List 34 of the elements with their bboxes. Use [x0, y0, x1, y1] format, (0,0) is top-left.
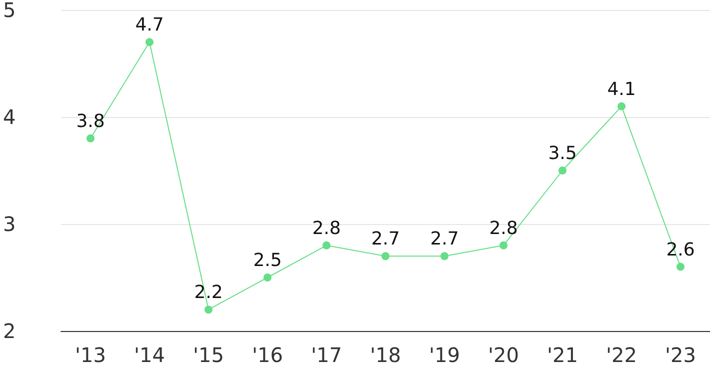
point	[146, 38, 154, 46]
data-label: 2.8	[312, 218, 341, 239]
point	[440, 252, 448, 260]
data-label: 2.5	[253, 250, 282, 271]
y-tick-label: 4	[3, 105, 16, 129]
x-tick-label: '20	[488, 343, 519, 367]
x-tick-label: '21	[547, 343, 578, 367]
y-tick-label: 3	[3, 212, 16, 236]
data-label: 4.1	[607, 78, 636, 100]
x-tick-label: '18	[370, 343, 401, 367]
data-label: 2.8	[489, 218, 518, 239]
x-tick-label: '13	[75, 343, 106, 367]
point	[618, 102, 626, 110]
point	[204, 306, 212, 314]
x-tick-label: '16	[252, 343, 283, 367]
point	[86, 134, 94, 142]
point	[382, 252, 390, 260]
data-label: 4.7	[135, 14, 164, 36]
x-tick-label: '15	[193, 343, 224, 367]
point	[322, 241, 330, 250]
x-tick-label: '23	[665, 343, 696, 367]
y-tick-label: 5	[3, 0, 16, 22]
point	[264, 274, 272, 282]
point	[558, 166, 566, 174]
point	[500, 241, 508, 250]
data-label: 2.7	[430, 228, 459, 250]
x-tick-label: '22	[606, 343, 637, 367]
data-label: 3.5	[548, 143, 577, 164]
x-tick-label: '17	[311, 343, 342, 367]
data-label: 2.7	[371, 228, 400, 250]
y-tick-label: 2	[3, 319, 16, 343]
point	[676, 262, 684, 271]
x-tick-label: '14	[134, 343, 165, 367]
x-tick-label: '19	[429, 343, 460, 367]
